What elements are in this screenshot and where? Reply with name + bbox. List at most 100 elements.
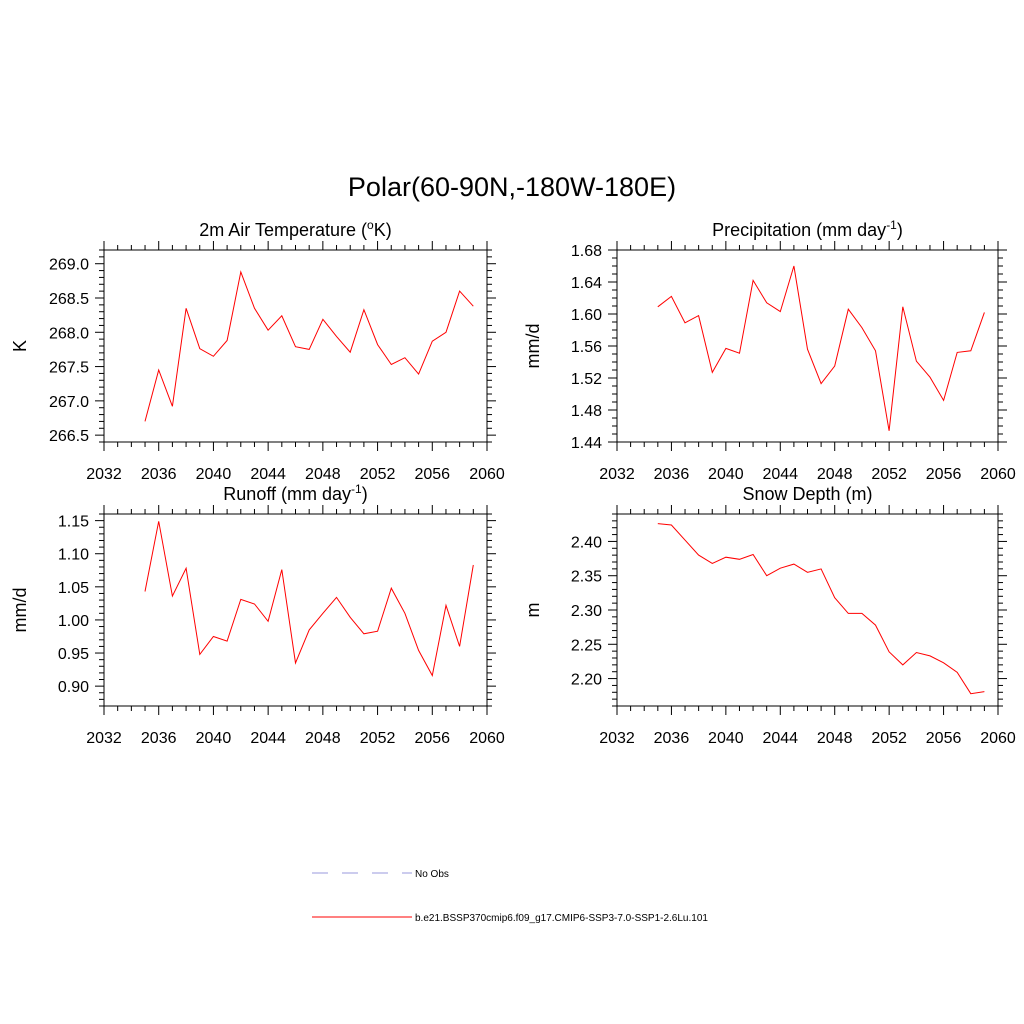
panel-title: Precipitation (mm day-1) [712, 218, 903, 240]
y-tick-label: 1.44 [571, 435, 602, 452]
panel-2: Precipitation (mm day-1) mm/d 2032 2036 2040… [523, 218, 1016, 483]
y-tick-label: 1.00 [58, 613, 89, 630]
legend: No Obs b.e21.BSSP370cmip6.f09_g17.CMIP6-S… [312, 869, 708, 924]
y-tick-label: 0.90 [58, 679, 89, 696]
x-tick-label: 2048 [305, 730, 341, 747]
x-tick-label: 2060 [980, 730, 1016, 747]
x-tick-label: 2044 [762, 730, 798, 747]
y-tick-label: 267.5 [49, 360, 89, 377]
panel-title-tail: ) [362, 484, 368, 504]
y-tick-label: 1.68 [571, 243, 602, 260]
y-tick-label: 1.52 [571, 371, 602, 388]
plot-frame [103, 513, 488, 707]
x-ticks [103, 241, 488, 451]
legend-entry-2: b.e21.BSSP370cmip6.f09_g17.CMIP6-SSP3-7.… [312, 913, 708, 924]
x-tick-label: 2036 [141, 466, 177, 483]
x-tick-label: 2056 [414, 466, 450, 483]
x-tick-label: 2060 [980, 466, 1016, 483]
x-tick-label: 2056 [926, 466, 962, 483]
panel-1: 2m Air Temperature (oK) K 2032 2036 2040 2044… [10, 218, 505, 483]
panel-title: Snow Depth (m) [742, 484, 872, 504]
x-tick-label: 2052 [871, 730, 907, 747]
panel-title-tail: K) [374, 220, 392, 240]
x-tick-label: 2040 [708, 466, 744, 483]
panel-title: Runoff (mm day-1) [223, 482, 367, 504]
y-ticks [608, 513, 1007, 707]
y-axis-label: mm/d [10, 588, 30, 633]
x-tick-label: 2032 [599, 466, 635, 483]
series-points [144, 270, 475, 422]
y-tick-label: 266.5 [49, 428, 89, 445]
x-tick-label: 2032 [86, 466, 122, 483]
series-points [144, 520, 475, 677]
panel-title-main: Snow Depth (m) [742, 484, 872, 504]
legend-label: b.e21.BSSP370cmip6.f09_g17.CMIP6-SSP3-7.… [415, 913, 708, 924]
y-tick-label: 2.30 [571, 603, 602, 620]
panel-title-tail: ) [897, 220, 903, 240]
x-tick-label: 2052 [871, 466, 907, 483]
y-tick-label: 2.25 [571, 637, 602, 654]
x-tick-label: 2044 [250, 466, 286, 483]
x-tick-label: 2036 [654, 730, 690, 747]
y-ticks [608, 249, 1007, 443]
y-axis-label: K [10, 340, 30, 352]
y-tick-label: 1.15 [58, 514, 89, 531]
x-tick-label: 2040 [708, 730, 744, 747]
panel-title-main: 2m Air Temperature ( [199, 220, 367, 240]
series-line [144, 270, 474, 422]
y-tick-label: 2.40 [571, 534, 602, 551]
x-tick-label: 2036 [654, 466, 690, 483]
panel-title-sup: -1 [886, 218, 897, 232]
legend-label: No Obs [415, 869, 449, 880]
panel-title-sup: o [367, 218, 374, 232]
x-tick-label: 2036 [141, 730, 177, 747]
y-axis-label: m [523, 603, 543, 618]
series-points [656, 265, 986, 433]
main-title: Polar(60-90N,-180W-180E) [348, 172, 676, 202]
panel-4: Snow Depth (m) m 2032 2036 2040 2044 2048 2052 2… [523, 484, 1016, 747]
y-axis-label: mm/d [523, 324, 543, 369]
y-tick-label: 269.0 [49, 257, 89, 274]
x-tick-label: 2040 [196, 466, 232, 483]
series-line [144, 521, 474, 677]
x-tick-label: 2044 [762, 466, 798, 483]
x-tick-label: 2052 [360, 730, 396, 747]
panel-title-main: Precipitation (mm day [712, 220, 886, 240]
y-tick-label: 1.64 [571, 275, 602, 292]
y-tick-label: 268.5 [49, 291, 89, 308]
y-tick-label: 1.10 [58, 547, 89, 564]
plot-frame [616, 249, 999, 443]
y-ticks [95, 513, 496, 707]
x-tick-label: 2048 [305, 466, 341, 483]
x-tick-label: 2044 [250, 730, 286, 747]
plot-frame [616, 513, 999, 707]
y-tick-label: 1.05 [58, 580, 89, 597]
x-tick-label: 2060 [469, 466, 505, 483]
panel-title-sup: -1 [351, 482, 362, 496]
y-tick-label: 267.0 [49, 394, 89, 411]
legend-entry-1: No Obs [312, 869, 449, 880]
y-tick-label: 1.48 [571, 403, 602, 420]
x-tick-label: 2060 [469, 730, 505, 747]
series-points [656, 522, 986, 695]
panel-title: 2m Air Temperature (oK) [199, 218, 391, 240]
y-ticks [95, 249, 496, 443]
x-tick-label: 2056 [926, 730, 962, 747]
y-tick-label: 268.0 [49, 325, 89, 342]
x-ticks [616, 505, 999, 715]
series-line [657, 523, 985, 695]
x-tick-label: 2052 [360, 466, 396, 483]
x-tick-label: 2032 [599, 730, 635, 747]
panels-group: 2m Air Temperature (oK) K 2032 2036 2040 2044… [10, 218, 1016, 747]
x-ticks [103, 505, 488, 715]
y-tick-label: 1.60 [571, 307, 602, 324]
panel-3: Runoff (mm day-1) mm/d 2032 2036 2040 2044 204… [10, 482, 505, 747]
x-tick-label: 2040 [196, 730, 232, 747]
x-tick-label: 2048 [817, 466, 853, 483]
x-tick-label: 2056 [414, 730, 450, 747]
series-line [657, 265, 985, 431]
y-tick-label: 2.35 [571, 569, 602, 586]
x-tick-label: 2032 [86, 730, 122, 747]
x-ticks [616, 241, 999, 451]
